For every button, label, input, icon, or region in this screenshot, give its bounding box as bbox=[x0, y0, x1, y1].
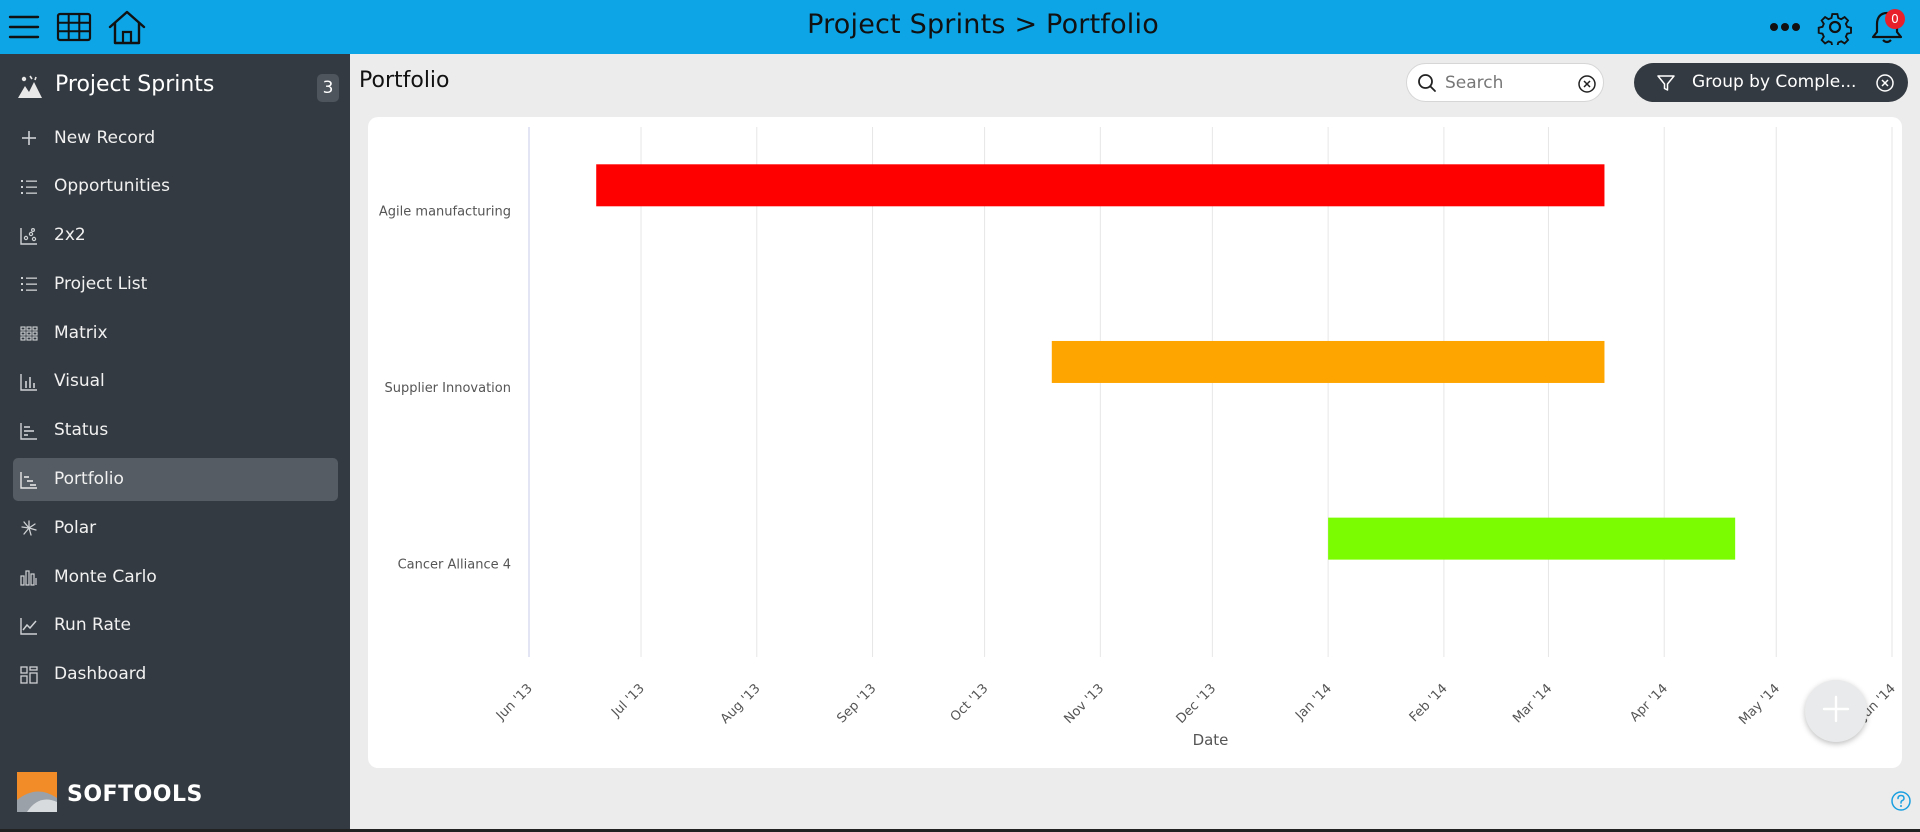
brand-name: SOFTOOLS bbox=[67, 781, 203, 807]
sidebar-item-run-rate[interactable]: Run Rate bbox=[13, 604, 338, 647]
x-tick-label: Sep '13 bbox=[834, 681, 879, 726]
matrix-icon bbox=[20, 324, 38, 342]
sidebar-item-status[interactable]: Status bbox=[13, 409, 338, 452]
x-axis-title: Date bbox=[1193, 731, 1229, 749]
app-count-badge[interactable]: 3 bbox=[317, 74, 339, 102]
y-category-label: Agile manufacturing bbox=[379, 204, 511, 219]
sidebar-item-portfolio[interactable]: Portfolio bbox=[13, 457, 338, 501]
x-tick-label: Nov '13 bbox=[1061, 681, 1107, 727]
group-by-label: Group by Comple... bbox=[1692, 72, 1857, 92]
x-tick-label: Feb '14 bbox=[1407, 681, 1451, 725]
x-tick-label: Apr '14 bbox=[1627, 681, 1671, 725]
search-box bbox=[1406, 63, 1604, 102]
gantt-bar bbox=[1328, 517, 1736, 560]
sidebar-item-opportunities[interactable]: Opportunities bbox=[13, 165, 338, 208]
menu-icon[interactable] bbox=[4, 8, 44, 46]
sidebar-item-new-record[interactable]: New Record bbox=[13, 116, 338, 159]
portfolio-chart-icon bbox=[20, 471, 38, 489]
x-tick-label: Dec '13 bbox=[1174, 681, 1220, 727]
more-icon[interactable] bbox=[1765, 8, 1805, 46]
status-chart-icon bbox=[20, 422, 38, 440]
x-tick-label: Aug '13 bbox=[718, 681, 764, 727]
scatter-icon bbox=[20, 227, 38, 245]
sidebar-item-label: Portfolio bbox=[54, 469, 124, 490]
sidebar-item-label: Polar bbox=[54, 517, 97, 538]
x-tick-label: Jul '13 bbox=[608, 681, 648, 721]
sidebar-item-label: Status bbox=[54, 420, 109, 441]
sidebar-item-project-list[interactable]: Project List bbox=[13, 262, 338, 305]
page-breadcrumb-title: Project Sprints > Portfolio bbox=[807, 9, 1159, 40]
sidebar-item-visual[interactable]: Visual bbox=[13, 360, 338, 403]
x-tick-label: Oct '13 bbox=[948, 681, 992, 725]
window-bottom-border bbox=[0, 829, 1920, 832]
portfolio-gantt-chart: Jun '13 Jul '13 Aug '13 Sep '13 Oct '13 Nov '… bbox=[379, 127, 1899, 749]
sidebar-item-label: 2x2 bbox=[54, 225, 86, 246]
plus-icon bbox=[20, 129, 38, 147]
sidebar-item-label: Opportunities bbox=[54, 176, 170, 197]
sidebar-header: Project Sprints 3 bbox=[0, 64, 350, 110]
x-tick-label: Mar '14 bbox=[1510, 681, 1555, 726]
help-icon[interactable] bbox=[1890, 790, 1912, 816]
x-tick-label: May '14 bbox=[1736, 681, 1783, 728]
filter-icon bbox=[1656, 73, 1676, 97]
page-title: Portfolio bbox=[359, 68, 450, 93]
add-record-button[interactable] bbox=[1805, 680, 1867, 742]
sidebar-item-label: New Record bbox=[54, 127, 156, 148]
sidebar-item-monte-carlo[interactable]: Monte Carlo bbox=[13, 555, 338, 598]
x-tick-label: Jun '13 bbox=[493, 681, 536, 724]
list-icon bbox=[20, 178, 38, 196]
softools-logo-icon bbox=[17, 772, 57, 816]
grid-icon[interactable] bbox=[54, 8, 94, 46]
app-logo-icon bbox=[16, 74, 44, 104]
sidebar-item-label: Project List bbox=[54, 273, 148, 294]
line-chart-icon bbox=[20, 617, 38, 635]
group-by-filter-chip[interactable]: Group by Comple... bbox=[1634, 63, 1908, 102]
sidebar: Project Sprints 3 New Record Opportuniti… bbox=[0, 54, 350, 832]
sidebar-item-label: Monte Carlo bbox=[54, 566, 157, 587]
search-input[interactable] bbox=[1445, 71, 1575, 95]
search-icon bbox=[1417, 73, 1437, 97]
sidebar-item-label: Visual bbox=[54, 371, 105, 392]
bar-chart-icon bbox=[20, 373, 38, 391]
home-icon[interactable] bbox=[107, 8, 147, 46]
column-chart-icon bbox=[20, 568, 38, 586]
y-category-label: Cancer Alliance 4 bbox=[398, 558, 511, 573]
notification-badge: 0 bbox=[1885, 9, 1905, 29]
sidebar-item-2x2[interactable]: 2x2 bbox=[13, 214, 338, 257]
clear-search-icon[interactable] bbox=[1577, 74, 1597, 98]
sidebar-item-label: Run Rate bbox=[54, 615, 131, 636]
sidebar-nav: New Record Opportunities 2x2 Project Lis… bbox=[13, 116, 338, 702]
gear-icon[interactable] bbox=[1815, 8, 1855, 46]
list-icon bbox=[20, 275, 38, 293]
portfolio-chart-card: Jun '13 Jul '13 Aug '13 Sep '13 Oct '13 Nov '… bbox=[368, 117, 1902, 768]
plus-icon bbox=[1821, 694, 1851, 728]
clear-group-icon[interactable] bbox=[1875, 73, 1895, 97]
brand-logo: SOFTOOLS bbox=[17, 772, 203, 816]
y-category-label: Supplier Innovation bbox=[384, 381, 511, 396]
gantt-bar bbox=[1051, 340, 1605, 383]
gantt-bar bbox=[596, 164, 1605, 207]
sidebar-item-matrix[interactable]: Matrix bbox=[13, 311, 338, 354]
app-name[interactable]: Project Sprints bbox=[55, 72, 215, 97]
sidebar-item-label: Matrix bbox=[54, 322, 108, 343]
polar-icon bbox=[20, 519, 38, 537]
top-bar: Project Sprints > Portfolio 0 bbox=[0, 0, 1920, 54]
sidebar-item-dashboard[interactable]: Dashboard bbox=[13, 653, 338, 696]
dashboard-icon bbox=[20, 666, 38, 684]
x-tick-label: Jan '14 bbox=[1292, 681, 1335, 724]
sidebar-item-polar[interactable]: Polar bbox=[13, 506, 338, 549]
sidebar-item-label: Dashboard bbox=[54, 664, 147, 685]
